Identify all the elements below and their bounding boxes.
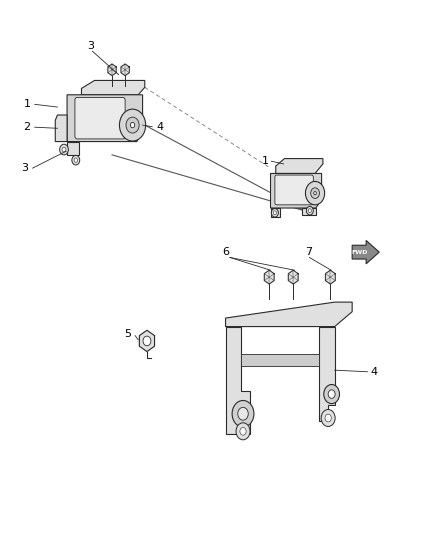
Circle shape: [143, 336, 151, 346]
Polygon shape: [302, 208, 316, 215]
Polygon shape: [108, 64, 116, 76]
FancyBboxPatch shape: [75, 98, 125, 139]
Polygon shape: [81, 80, 145, 95]
Circle shape: [305, 181, 325, 205]
Circle shape: [325, 414, 331, 422]
Text: 1: 1: [23, 99, 30, 109]
Polygon shape: [319, 327, 335, 421]
Text: 1: 1: [261, 156, 268, 166]
Circle shape: [74, 158, 78, 163]
Circle shape: [60, 144, 68, 155]
Polygon shape: [325, 270, 335, 284]
Circle shape: [238, 407, 248, 420]
Polygon shape: [276, 159, 323, 173]
Circle shape: [72, 156, 80, 165]
Text: 6: 6: [222, 247, 229, 257]
Polygon shape: [226, 302, 352, 327]
Polygon shape: [264, 270, 274, 284]
Polygon shape: [352, 240, 379, 264]
Text: 3: 3: [21, 163, 28, 173]
Circle shape: [62, 147, 66, 152]
Circle shape: [272, 208, 279, 217]
Polygon shape: [271, 208, 280, 217]
Polygon shape: [67, 142, 79, 155]
Circle shape: [240, 427, 246, 435]
Polygon shape: [67, 95, 143, 142]
Circle shape: [232, 400, 254, 427]
Circle shape: [273, 211, 276, 215]
Circle shape: [131, 123, 135, 128]
Polygon shape: [139, 330, 155, 352]
Polygon shape: [271, 173, 321, 208]
Circle shape: [126, 117, 139, 133]
Circle shape: [306, 206, 313, 215]
Circle shape: [311, 188, 319, 198]
Circle shape: [314, 191, 316, 195]
Text: 3: 3: [87, 41, 94, 51]
Circle shape: [328, 390, 335, 398]
Text: 4: 4: [156, 122, 164, 132]
Polygon shape: [55, 115, 67, 142]
Circle shape: [308, 209, 311, 213]
Text: 2: 2: [23, 122, 31, 132]
Polygon shape: [241, 354, 319, 366]
Circle shape: [321, 409, 335, 426]
Polygon shape: [226, 327, 250, 434]
Text: 4: 4: [371, 367, 378, 377]
Polygon shape: [288, 270, 298, 284]
Circle shape: [324, 384, 339, 403]
Text: FWD: FWD: [351, 249, 368, 255]
Text: 7: 7: [305, 247, 312, 257]
Circle shape: [120, 109, 146, 141]
FancyBboxPatch shape: [275, 175, 313, 205]
Polygon shape: [121, 64, 129, 76]
Text: 5: 5: [124, 329, 131, 339]
Circle shape: [236, 423, 250, 440]
